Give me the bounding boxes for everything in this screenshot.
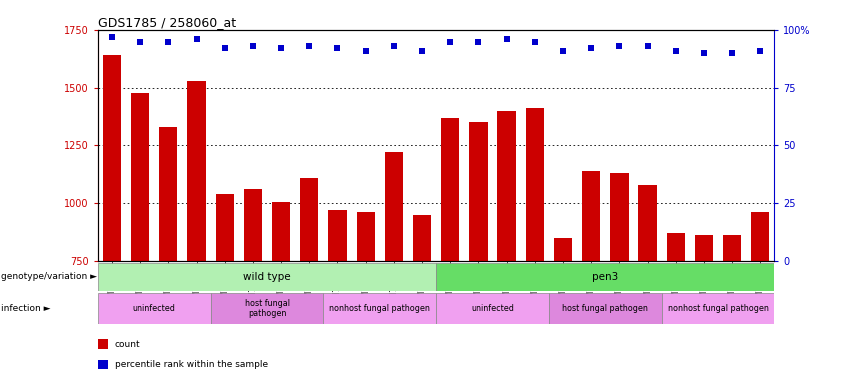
Point [106, 34, 119, 40]
Bar [498, 111, 516, 261]
Bar [469, 122, 488, 261]
Point [528, 39, 541, 45]
Bar [694, 235, 713, 261]
Point [190, 36, 203, 42]
Text: host fungal
pathogen: host fungal pathogen [244, 299, 289, 318]
Bar [243, 189, 262, 261]
Bar [661, 292, 774, 324]
Bar [385, 152, 403, 261]
Bar [666, 233, 685, 261]
Bar [98, 262, 436, 291]
Bar [103, 56, 121, 261]
Point [753, 48, 767, 54]
Bar [328, 210, 346, 261]
Text: genotype/variation ►: genotype/variation ► [1, 272, 97, 281]
Point [387, 43, 401, 49]
Bar [187, 81, 206, 261]
Point [613, 43, 626, 49]
Bar [272, 202, 290, 261]
Point [471, 39, 485, 45]
Bar [159, 127, 178, 261]
Text: nonhost fungal pathogen: nonhost fungal pathogen [667, 304, 768, 313]
Point [246, 43, 260, 49]
Bar [131, 93, 149, 261]
Bar [98, 292, 211, 324]
Bar [723, 235, 741, 261]
Bar [413, 214, 431, 261]
Point [274, 45, 288, 51]
Bar [638, 184, 657, 261]
Point [725, 50, 739, 56]
Bar [323, 292, 436, 324]
Point [134, 39, 147, 45]
Bar [582, 171, 600, 261]
Bar [436, 262, 774, 291]
Bar [554, 238, 572, 261]
Bar [751, 212, 769, 261]
Point [218, 45, 231, 51]
Bar [211, 292, 323, 324]
Point [500, 36, 513, 42]
Point [162, 39, 175, 45]
Point [585, 45, 598, 51]
Point [302, 43, 316, 49]
Bar [526, 108, 544, 261]
Point [331, 45, 345, 51]
Point [697, 50, 711, 56]
Bar [300, 178, 318, 261]
Text: nonhost fungal pathogen: nonhost fungal pathogen [329, 304, 431, 313]
Text: GDS1785 / 258060_at: GDS1785 / 258060_at [98, 16, 236, 29]
Point [557, 48, 570, 54]
Text: infection ►: infection ► [1, 304, 50, 313]
Point [415, 48, 429, 54]
Point [359, 48, 373, 54]
Bar [357, 212, 374, 261]
Text: pen3: pen3 [592, 272, 619, 282]
Point [443, 39, 457, 45]
Text: wild type: wild type [243, 272, 291, 282]
Bar [436, 292, 549, 324]
Text: percentile rank within the sample: percentile rank within the sample [115, 360, 268, 369]
Point [669, 48, 683, 54]
Bar [215, 194, 234, 261]
Text: uninfected: uninfected [471, 304, 514, 313]
Point [641, 43, 654, 49]
Text: host fungal pathogen: host fungal pathogen [563, 304, 648, 313]
Bar [549, 292, 661, 324]
Bar [610, 173, 629, 261]
Text: count: count [115, 340, 140, 349]
Bar [441, 118, 460, 261]
Text: uninfected: uninfected [133, 304, 175, 313]
